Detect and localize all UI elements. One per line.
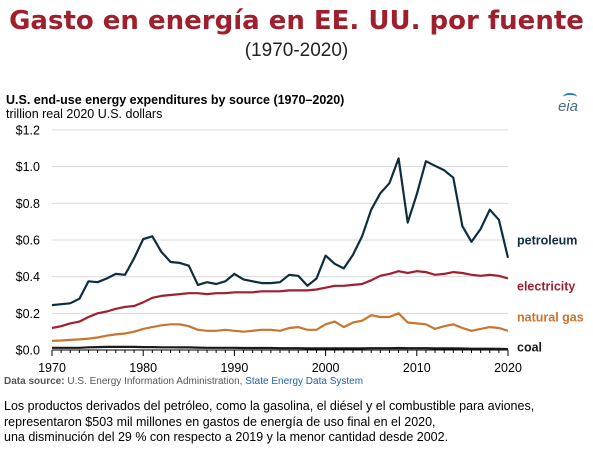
x-tick-label: 1970 (38, 361, 66, 375)
y-tick-label: $1.0 (16, 160, 40, 174)
series-label: natural gas (517, 311, 584, 325)
series-label: petroleum (517, 234, 577, 248)
series-label: coal (517, 341, 542, 355)
y-tick-label: $0.8 (16, 197, 40, 211)
page-title: Gasto en energía en EE. UU. por fuente (9, 6, 584, 36)
y-tick-label: $0.4 (16, 270, 40, 284)
x-tick-label: 1990 (220, 361, 248, 375)
footer-line: Los productos derivados del petróleo, co… (4, 399, 535, 413)
series-line-electricity (51, 270, 509, 330)
chart-title: U.S. end-use energy expenditures by sour… (6, 93, 345, 107)
footer-line: representaron $503 mil millones en gasto… (4, 414, 436, 429)
footer-caption: Los productos derivados del petróleo, co… (4, 399, 590, 446)
y-tick-label: $0.2 (16, 307, 40, 321)
eia-logo-swoosh (563, 93, 577, 101)
x-tick-label: 2020 (494, 361, 522, 375)
line-chart: $0.0 $0.2 $0.4 $0.6 $0.8 $1.0 $1.2 1970 1980 1990… (16, 124, 584, 376)
page-subtitle: (1970-2020) (244, 40, 349, 61)
y-tick-label: $1.2 (16, 124, 40, 138)
eia-logo: eia (558, 93, 579, 115)
chart-units-label: trillion real 2020 U.S. dollars (6, 107, 163, 121)
footer-line: una disminución del 29 % con respecto a … (4, 430, 449, 444)
y-tick-label: $0.0 (16, 344, 40, 358)
data-source-note: Data source: U.S. Energy Information Adm… (4, 376, 363, 387)
y-tick-label: $0.6 (16, 234, 40, 248)
x-tick-label: 2000 (312, 361, 340, 375)
series-line-coal (52, 345, 509, 351)
source-link[interactable]: State Energy Data System (245, 376, 364, 387)
source-label: Data source: (4, 376, 65, 387)
eia-logo-text: eia (558, 98, 579, 115)
series-line-natural-gas (51, 312, 509, 342)
source-text: U.S. Energy Information Administration, (64, 376, 246, 387)
series-line-petroleum (51, 157, 510, 307)
x-tick-label: 2010 (403, 361, 431, 375)
x-tick-label: 1980 (129, 361, 157, 375)
series-label: electricity (517, 280, 575, 294)
